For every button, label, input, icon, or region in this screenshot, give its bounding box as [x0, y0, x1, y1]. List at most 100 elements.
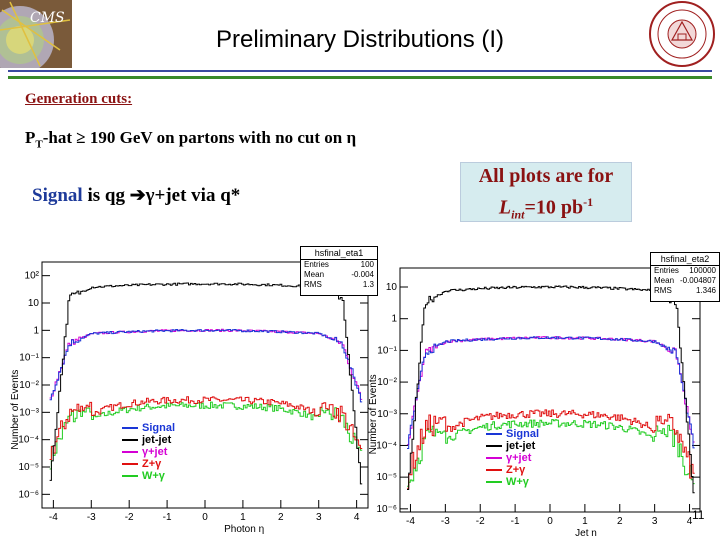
legend-entry-jetjet: jet-jet: [486, 440, 539, 452]
stats-label: RMS: [304, 280, 322, 289]
legend-entry-wgamma: W+γ: [122, 470, 175, 482]
luminosity-callout: All plots are for Lint=10 pb-1: [460, 162, 632, 222]
x-tick-label: 0: [547, 516, 553, 527]
y-tick-label: 10⁻¹: [19, 353, 39, 364]
pt-cut-sub: T: [35, 138, 43, 151]
stats-value: -0.004: [351, 270, 374, 279]
svg-text:CMS: CMS: [30, 10, 65, 26]
x-tick-label: 4: [687, 516, 693, 527]
legend-label: W+γ: [506, 476, 529, 488]
legend-eta2: Signal jet-jet γ+jet Z+γ W+γ: [486, 428, 539, 488]
series-line-z: [49, 396, 363, 460]
stats-box-eta1: hsfinal_eta1 Entries 100 Mean -0.004 RMS 1.…: [300, 246, 378, 296]
slide-title: Preliminary Distributions (I): [215, 26, 505, 53]
x-tick-label: 2: [617, 516, 623, 527]
y-tick-label: 10⁻⁴: [376, 440, 397, 451]
x-tick-label: -3: [87, 512, 96, 523]
stats-value: 100000: [689, 266, 716, 275]
y-tick-label: 10⁻⁵: [18, 462, 39, 473]
stats-value: -0.004807: [679, 276, 716, 285]
series-line-jetjet: [407, 285, 695, 494]
stats-row: RMS 1.3: [301, 280, 377, 290]
stats-title: hsfinal_eta1: [301, 247, 377, 260]
stats-title: hsfinal_eta2: [651, 253, 719, 266]
cms-logo: CMS: [0, 0, 72, 68]
legend-label: Z+γ: [506, 464, 526, 476]
legend-entry-gammajet: γ+jet: [486, 452, 539, 464]
x-tick-label: -4: [406, 516, 415, 527]
signal-word: Signal: [32, 185, 83, 206]
x-tick-label: -4: [49, 512, 58, 523]
legend-label: γ+jet: [142, 446, 168, 458]
stats-label: Mean: [654, 276, 675, 285]
generation-cuts-heading: Generation cuts:: [25, 91, 133, 107]
y-axis-title: Number of Events: [10, 370, 21, 450]
x-tick-label: 3: [652, 516, 658, 527]
stats-value: 1.3: [362, 280, 374, 289]
y-tick-label: 10: [386, 282, 398, 293]
legend-eta1: Signal jet-jet γ+jet Z+γ W+γ: [122, 422, 175, 482]
legend-label: jet-jet: [142, 434, 172, 446]
signal-description: Signal is qg ➔γ+jet via q*: [32, 184, 240, 207]
legend-entry-jetjet: jet-jet: [122, 434, 175, 446]
x-tick-label: 1: [582, 516, 588, 527]
stats-label: Entries: [304, 260, 329, 269]
x-tick-label: 3: [316, 512, 322, 523]
legend-entry-wgamma: W+γ: [486, 476, 539, 488]
y-tick-label: 10⁻³: [19, 407, 39, 418]
stats-label: RMS: [654, 286, 672, 295]
y-tick-label: 10⁻⁴: [18, 435, 39, 446]
stats-row: RMS 1.346: [651, 286, 719, 296]
x-axis-title: Photon η: [224, 524, 264, 535]
series-line-w: [49, 401, 363, 470]
series-line-w: [407, 419, 695, 487]
stats-row: Entries 100000: [651, 266, 719, 276]
y-tick-label: 10: [28, 298, 40, 309]
stats-value: 1.346: [695, 286, 716, 295]
y-tick-label: 10⁻⁶: [376, 504, 397, 515]
lumi-line1: All plots are for: [478, 165, 614, 187]
university-seal-logo: [649, 1, 715, 67]
y-tick-label: 10⁻²: [377, 377, 397, 388]
jet-eta-plot: 10 1 10⁻¹ 10⁻² 10⁻³ 10⁻⁴ 10⁻⁵ 10⁻⁶ -4 -3 -2 -1 0 1 2 3 4…: [368, 267, 701, 536]
x-tick-label: -1: [163, 512, 172, 523]
legend-label: Signal: [142, 422, 176, 434]
legend-label: γ+jet: [506, 452, 532, 464]
stats-row: Mean -0.004807: [651, 276, 719, 286]
legend-label: W+γ: [142, 470, 165, 482]
x-tick-label: -1: [511, 516, 520, 527]
y-tick-label: 10⁻⁶: [18, 489, 39, 500]
legend-entry-zgamma: Z+γ: [486, 464, 539, 476]
lumi-sup: -1: [583, 195, 594, 209]
x-tick-label: 2: [278, 512, 284, 523]
stats-row: Mean -0.004: [301, 270, 377, 280]
lumi-line2: Lint=10 pb-1: [461, 189, 631, 228]
lumi-sub: int: [511, 207, 525, 222]
stats-label: Entries: [654, 266, 679, 275]
y-axis-title: Number of Events: [368, 374, 379, 454]
title-rule-green: [8, 76, 712, 79]
y-tick-label: 10⁻²: [19, 380, 39, 391]
series-line-z: [407, 409, 695, 489]
x-tick-label: 1: [240, 512, 246, 523]
legend-entry-zgamma: Z+γ: [122, 458, 175, 470]
plot-frame: [41, 261, 369, 509]
y-tick-label: 10²: [25, 271, 40, 282]
legend-entry-signal: Signal: [486, 428, 539, 440]
legend-entry-gammajet: γ+jet: [122, 446, 175, 458]
y-tick-label: 1: [33, 325, 39, 336]
y-tick-label: 10⁻³: [377, 409, 397, 420]
stats-label: Mean: [304, 270, 325, 279]
x-tick-label: 0: [202, 512, 208, 523]
lumi-eq: =10 pb: [524, 196, 584, 219]
page-number: 11: [692, 508, 705, 522]
legend-entry-signal: Signal: [122, 422, 175, 434]
pt-cut-rest: -hat ≥ 190 GeV on partons with no cut on…: [42, 128, 357, 147]
pt-cut-prefix: P: [25, 128, 36, 147]
series-line-signal: [407, 336, 695, 449]
title-rule-blue: [8, 70, 712, 72]
y-tick-label: 10⁻¹: [377, 345, 397, 356]
x-tick-label: 4: [354, 512, 360, 523]
stats-box-eta2: hsfinal_eta2 Entries 100000 Mean -0.004807…: [650, 252, 720, 302]
legend-label: Signal: [506, 428, 540, 440]
